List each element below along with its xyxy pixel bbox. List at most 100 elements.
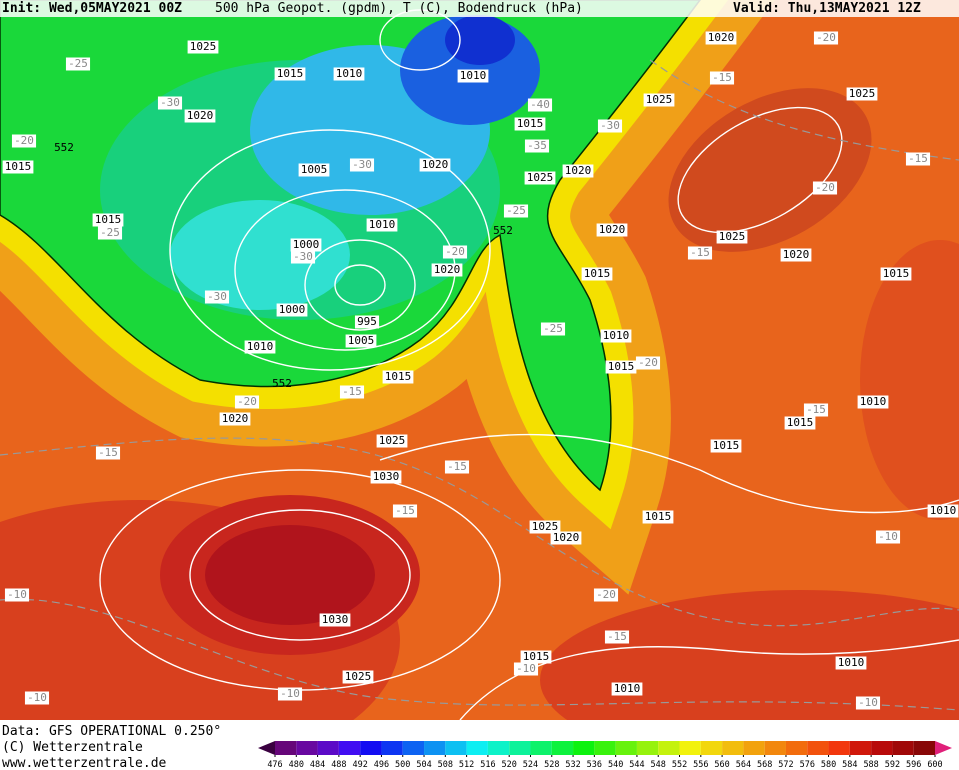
pressure-label-text: 1030 <box>322 613 349 626</box>
temperature-label: -10 <box>24 691 50 705</box>
pressure-label-box <box>710 439 742 453</box>
colorbar-segment <box>551 741 574 755</box>
colorbar-segment <box>615 741 637 755</box>
pressure-label: 1010 <box>611 682 643 696</box>
temperature-label-text: -10 <box>878 530 898 543</box>
pressure-label-box <box>600 329 632 343</box>
temperature-label-box <box>635 356 661 370</box>
temperature-label: -30 <box>157 96 183 110</box>
colorbar-segment <box>402 741 425 755</box>
colorbar-tick-label: 560 <box>714 760 729 770</box>
colorbar-segment <box>700 741 723 755</box>
pressure-label-box <box>835 656 867 670</box>
pressure-label: 1020 <box>419 158 451 172</box>
pressure-label: 1015 <box>2 160 34 174</box>
pressure-label-box <box>457 69 489 83</box>
height-label-text: 552 <box>493 224 513 237</box>
colorbar-tick-label: 520 <box>502 760 517 770</box>
height-label: 552 <box>54 141 74 154</box>
pressure-label: 1020 <box>780 248 812 262</box>
temperature-label-box <box>803 403 829 417</box>
pressure-label: 1015 <box>274 67 306 81</box>
temperature-label: -15 <box>392 504 418 518</box>
height-label: 552 <box>272 377 292 390</box>
pressure-label-box <box>184 109 216 123</box>
temperature-label-text: -15 <box>690 246 710 259</box>
pressure-label-box <box>366 218 398 232</box>
pressure-label-text: 1020 <box>187 109 214 122</box>
colorbar-segment <box>722 741 744 755</box>
pressure-label: 1005 <box>345 334 377 348</box>
temperature-label-box <box>349 158 375 172</box>
temperature-label: -10 <box>855 696 881 710</box>
pressure-label: 1000 <box>276 303 308 317</box>
height-label: 552 <box>493 224 513 237</box>
colorbar-segment <box>828 741 850 755</box>
temperature-label-text: -10 <box>27 691 47 704</box>
pressure-label: 1005 <box>298 163 330 177</box>
colorbar-end <box>258 741 275 755</box>
pressure-label-box <box>244 340 276 354</box>
pressure-label-text: 1020 <box>783 248 810 261</box>
temperature-label-box <box>234 395 260 409</box>
temperature-label: -15 <box>687 246 713 260</box>
pressure-label-text: 1025 <box>849 87 876 100</box>
temperature-label-box <box>95 446 121 460</box>
pressure-label-box <box>611 682 643 696</box>
temperature-label-box <box>277 687 303 701</box>
temperature-label-text: -20 <box>638 356 658 369</box>
temperature-label-text: -20 <box>445 245 465 258</box>
temperature-label: -25 <box>540 322 566 336</box>
pressure-label-text: 1010 <box>460 69 487 82</box>
colorbar-segment <box>849 741 872 755</box>
colorbar-tick-label: 548 <box>651 760 666 770</box>
colorbar-segment <box>487 741 510 755</box>
temperature-label: -15 <box>709 71 735 85</box>
temperature-label-box <box>503 204 529 218</box>
colorbar-segment <box>466 741 488 755</box>
pressure-label-box <box>880 267 912 281</box>
pressure-label: 1010 <box>927 504 959 518</box>
colorbar-tick-label: 584 <box>842 760 857 770</box>
pressure-label-text: 1010 <box>603 329 630 342</box>
colorbar-tick-label: 488 <box>331 760 346 770</box>
temperature-label-box <box>527 98 553 112</box>
header-valid: Valid: Thu,13MAY2021 12Z <box>733 1 921 16</box>
pressure-label-box <box>376 434 408 448</box>
temperature-label-text: -40 <box>530 98 550 111</box>
colorbar-tick-label: 476 <box>267 760 282 770</box>
temperature-label-box <box>540 322 566 336</box>
pressure-label: 1010 <box>366 218 398 232</box>
colorbar-tick-label: 544 <box>629 760 644 770</box>
temperature-label-box <box>65 57 91 71</box>
colorbar-tick-label: 480 <box>289 760 304 770</box>
pressure-label-box <box>705 31 737 45</box>
temperature-label-box <box>97 226 123 240</box>
temperature-label: -20 <box>11 134 37 148</box>
cyan-zone <box>170 200 350 310</box>
pressure-label-text: 1025 <box>646 93 673 106</box>
colorbar-tick-label: 556 <box>693 760 708 770</box>
colorbar-segment <box>892 741 914 755</box>
colorbar-segment <box>530 741 552 755</box>
pressure-label: 1015 <box>92 213 124 227</box>
pressure-label: 1020 <box>219 412 251 426</box>
pressure-label: 1015 <box>784 416 816 430</box>
temperature-label-text: -15 <box>98 446 118 459</box>
pressure-label: 1015 <box>382 370 414 384</box>
colorbar-tick-label: 504 <box>416 760 431 770</box>
pressure-label-box <box>562 164 594 178</box>
temperature-label: -25 <box>97 226 123 240</box>
pressure-label: 1010 <box>244 340 276 354</box>
pressure-label: 1015 <box>514 117 546 131</box>
deep-blue-zone <box>445 15 515 65</box>
pressure-label: 1020 <box>596 223 628 237</box>
temperature-label-text: -25 <box>543 322 563 335</box>
temperature-label: -20 <box>813 31 839 45</box>
pressure-label: 1025 <box>529 520 561 534</box>
temperature-label-box <box>812 181 838 195</box>
temperature-label-text: -30 <box>160 96 180 109</box>
temperature-label-text: -25 <box>68 57 88 70</box>
temperature-label-box <box>290 250 316 264</box>
pressure-label-text: 1020 <box>222 412 249 425</box>
